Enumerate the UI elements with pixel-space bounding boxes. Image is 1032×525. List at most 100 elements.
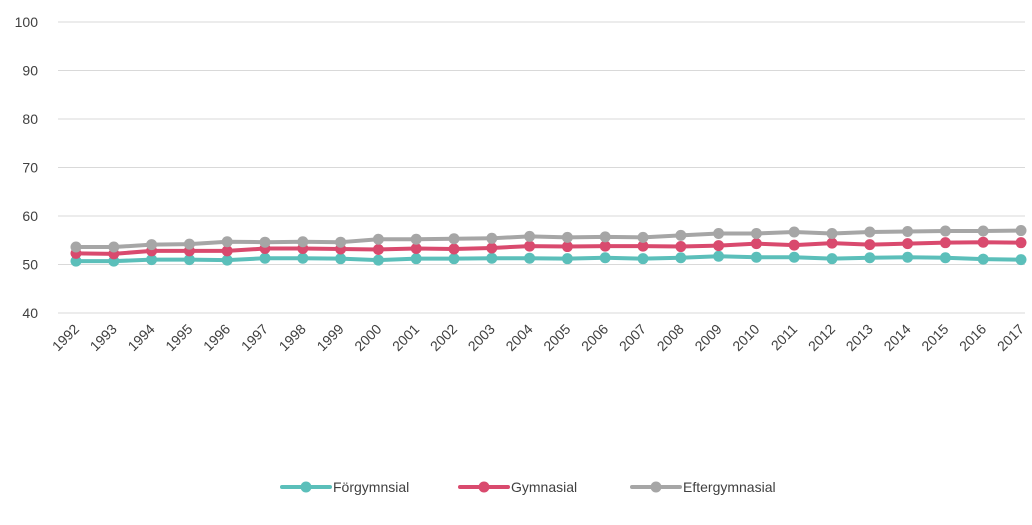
data-point-1-2008 [675,241,687,253]
x-tick-label-2014: 2014 [880,321,913,354]
data-point-0-2014 [902,251,914,263]
y-tick-label-100: 100 [15,14,39,30]
data-point-1-2016 [977,236,989,248]
data-point-1-2013 [864,239,876,251]
data-point-2-2017 [1015,225,1027,237]
x-tick-label-1997: 1997 [238,321,271,354]
data-point-2-2001 [410,233,422,245]
data-point-1-2017 [1015,237,1027,249]
series-1 [70,236,1027,260]
data-point-0-1997 [259,252,271,264]
x-tick-label-2015: 2015 [918,321,951,354]
x-tick-label-2012: 2012 [805,321,838,354]
y-tick-label-80: 80 [22,111,38,127]
data-point-0-2001 [410,253,422,265]
x-tick-label-2001: 2001 [389,321,422,354]
data-point-1-2009 [713,240,725,252]
x-tick-label-1999: 1999 [313,321,346,354]
data-point-2-2013 [864,226,876,238]
x-tick-label-2017: 2017 [994,321,1027,354]
x-tick-label-2004: 2004 [502,321,535,354]
data-point-0-2009 [713,250,725,262]
x-tick-label-1998: 1998 [276,321,309,354]
legend: Förgymnsial Gymnasial Eftergymnasial [280,479,776,495]
data-point-0-1999 [335,253,347,265]
data-point-2-2004 [524,230,536,242]
data-point-2-1995 [183,238,195,250]
data-point-0-2006 [599,252,611,264]
data-point-0-2012 [826,253,838,265]
data-point-1-2010 [750,238,762,250]
data-point-0-2010 [750,251,762,263]
legend-item-0: Förgymnsial [280,479,409,495]
data-point-2-2002 [448,233,460,245]
x-tick-label-2013: 2013 [843,321,876,354]
x-tick-label-2010: 2010 [729,321,762,354]
data-point-2-2014 [902,226,914,238]
data-point-1-2015 [939,237,951,249]
data-point-2-2007 [637,231,649,243]
data-point-2-2011 [788,226,800,238]
data-point-1-2005 [561,241,573,253]
x-tick-label-2003: 2003 [465,321,498,354]
series-lines [70,225,1027,267]
series-2 [70,225,1027,253]
data-point-0-2007 [637,253,649,265]
data-point-1-2007 [637,240,649,252]
data-point-2-2012 [826,227,838,239]
data-point-2-2016 [977,225,989,237]
x-tick-label-2006: 2006 [578,321,611,354]
series-line-0 [74,254,1023,264]
data-point-2-2005 [561,231,573,243]
data-point-0-2008 [675,252,687,264]
y-tick-label-40: 40 [22,305,38,321]
data-point-2-1999 [335,236,347,248]
x-tick-label-1993: 1993 [87,321,120,354]
data-point-1-2001 [410,242,422,254]
data-point-2-2015 [939,225,951,237]
data-point-0-1992 [70,255,82,267]
y-tick-label-70: 70 [22,160,38,176]
x-tick-label-2007: 2007 [616,321,649,354]
data-point-1-2006 [599,240,611,252]
legend-label-1: Gymnasial [511,479,577,495]
data-point-0-2016 [977,253,989,265]
data-point-2-2008 [675,229,687,241]
x-tick-label-1994: 1994 [124,321,157,354]
data-point-0-1996 [221,254,233,266]
data-point-1-2004 [524,240,536,252]
data-point-0-2004 [524,252,536,264]
legend-swatch-marker-1 [478,481,490,493]
data-point-0-2005 [561,253,573,265]
series-line-2 [74,228,1023,250]
data-point-2-2003 [486,232,498,244]
data-point-1-2000 [372,243,384,255]
y-tick-label-50: 50 [22,257,38,273]
y-axis-tick-labels: 40 50 60 70 80 90 100 [15,14,39,321]
gridlines [58,21,1025,314]
data-point-1-2011 [788,239,800,251]
x-tick-label-1996: 1996 [200,321,233,354]
x-tick-label-1992: 1992 [49,321,82,354]
x-tick-label-2008: 2008 [654,321,687,354]
x-tick-label-2009: 2009 [691,321,724,354]
legend-item-1: Gymnasial [458,479,577,495]
x-tick-label-1995: 1995 [162,321,195,354]
data-point-1-2002 [448,243,460,255]
x-tick-label-2000: 2000 [351,321,384,354]
x-axis-tick-labels: 1992 1993 1994 1995 1996 1997 1998 1999 2000 2001… [49,321,1027,354]
data-point-0-2013 [864,252,876,264]
data-point-1-1996 [221,245,233,257]
data-point-0-2000 [372,254,384,266]
data-point-0-1998 [297,252,309,264]
data-point-0-2015 [939,252,951,264]
data-point-1-2012 [826,237,838,249]
series-0 [70,250,1027,267]
data-point-2-2009 [713,227,725,239]
data-point-2-2000 [372,233,384,245]
legend-swatch-marker-0 [300,481,312,493]
data-point-2-2006 [599,231,611,243]
data-point-2-1992 [70,241,82,253]
data-point-2-1994 [146,239,158,251]
